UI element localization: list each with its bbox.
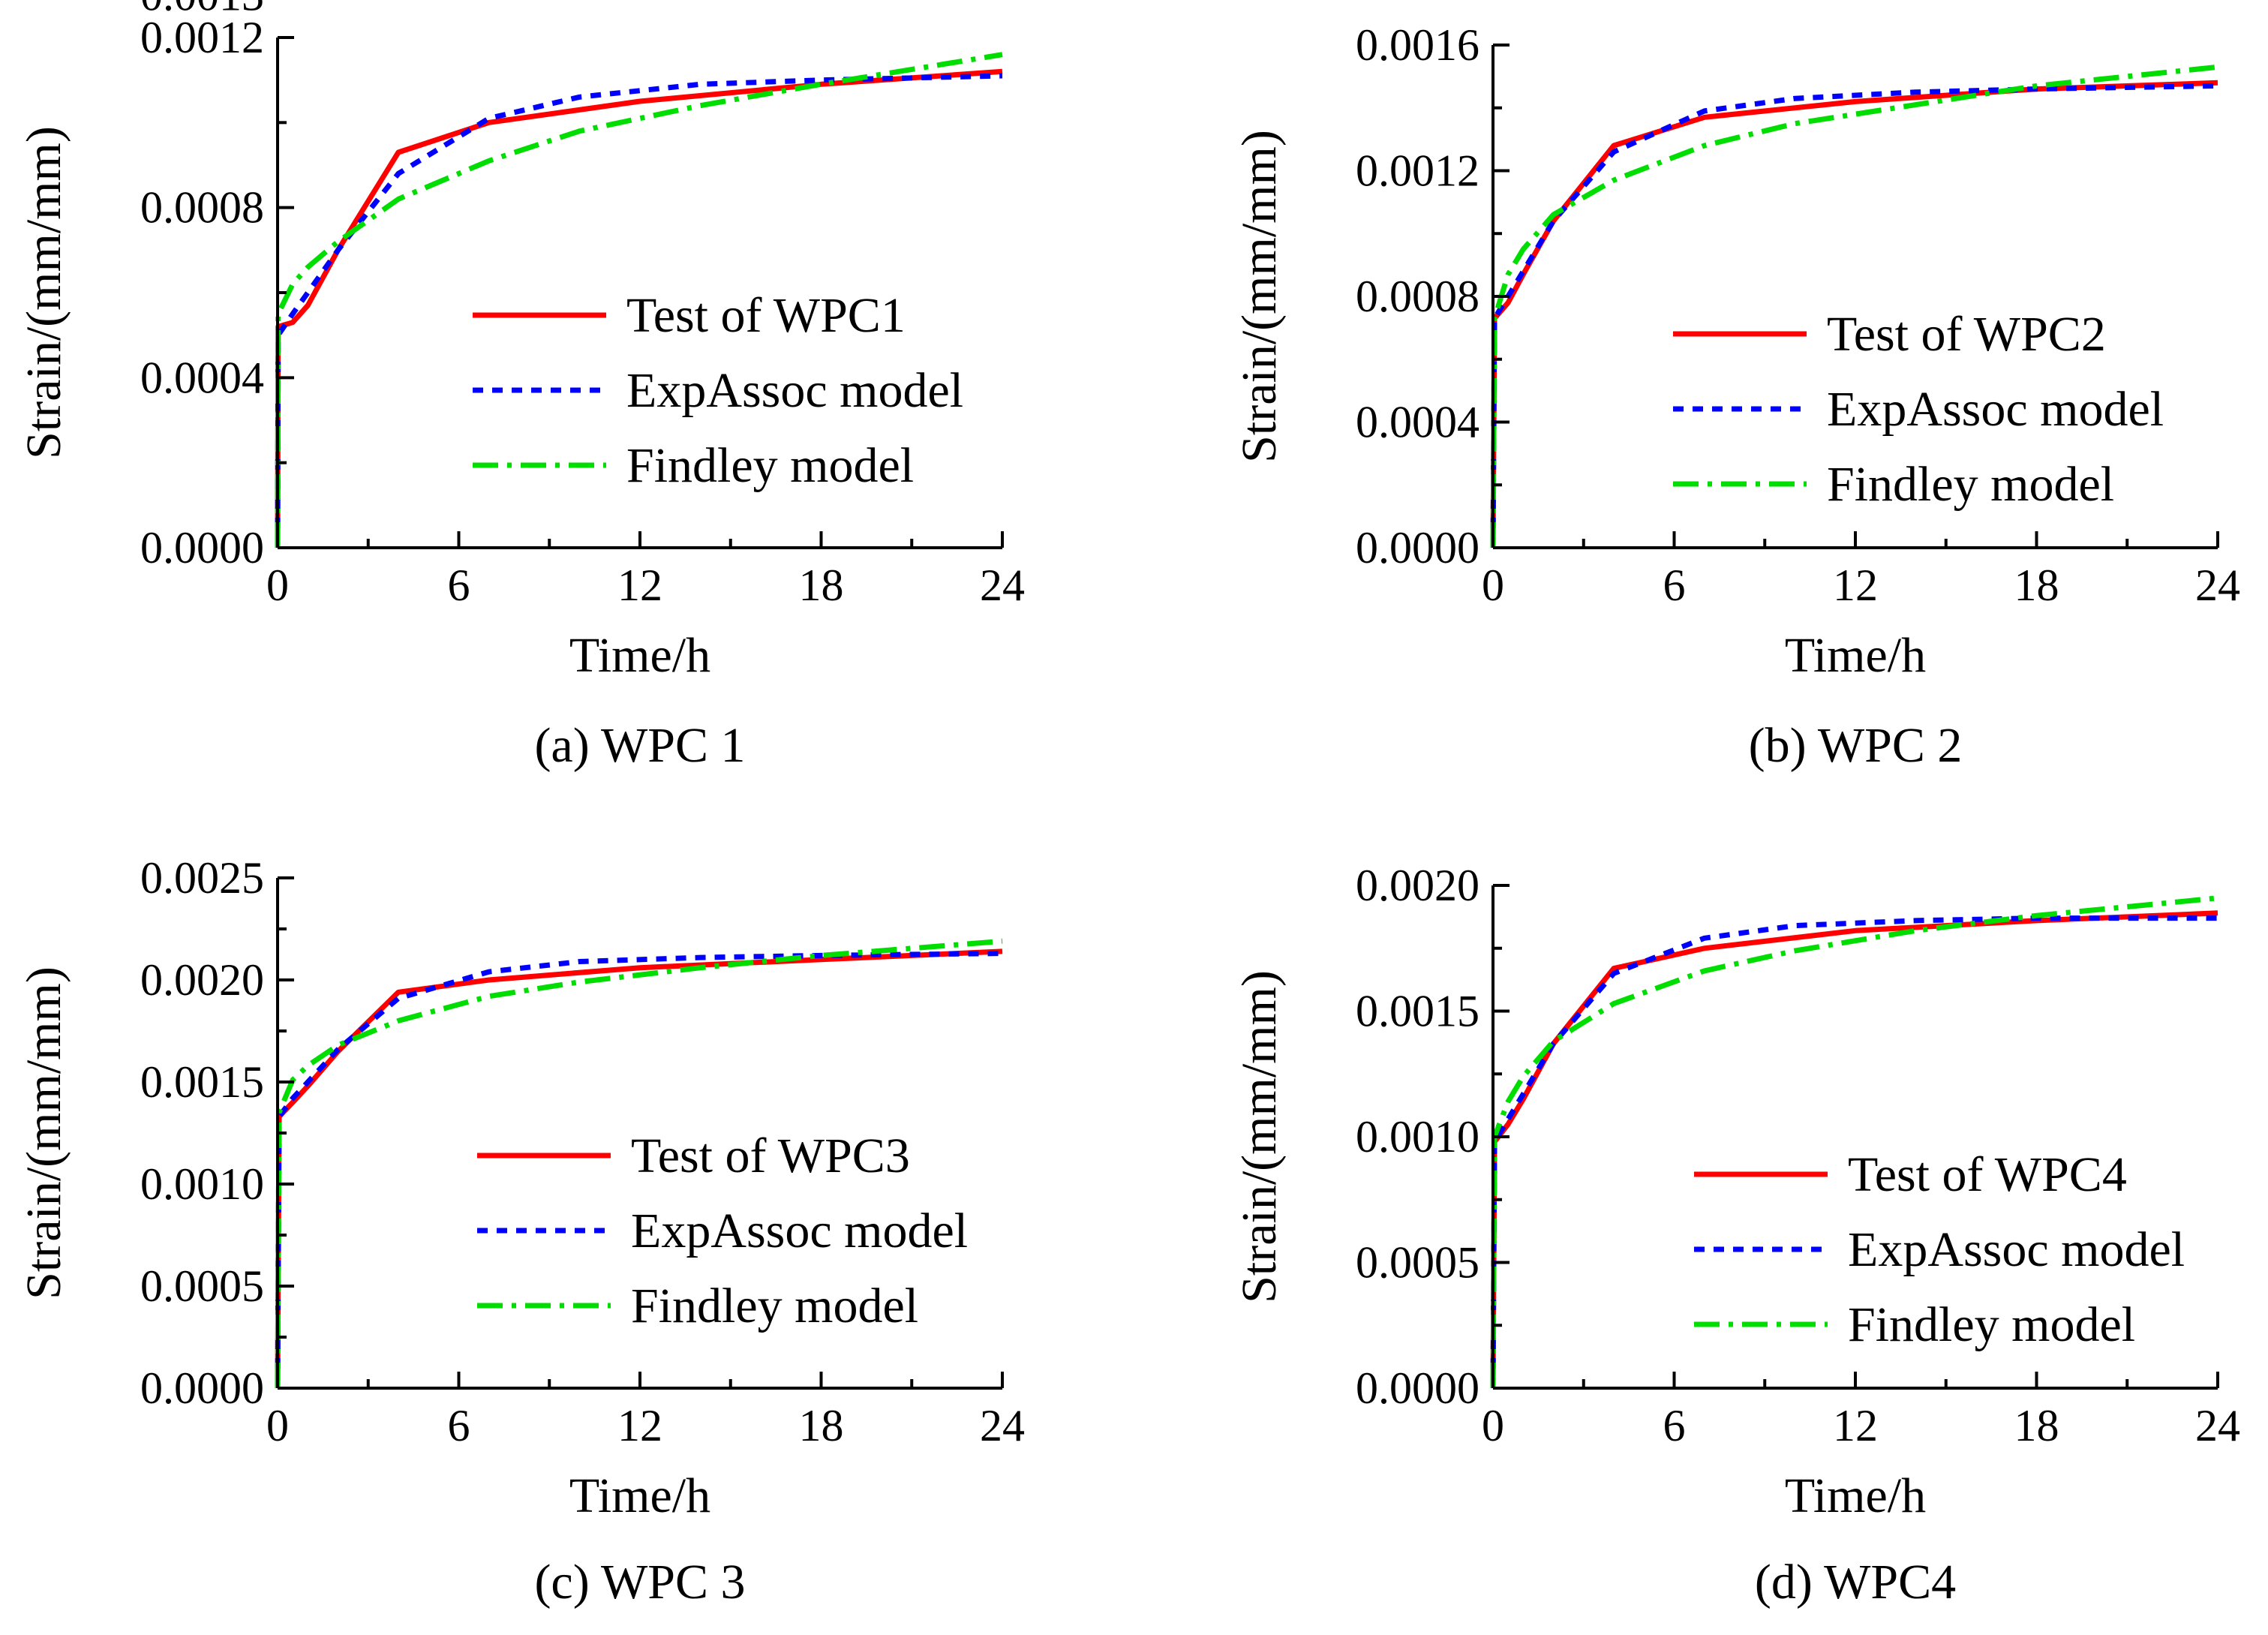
- x-tick-label: 24: [2195, 1401, 2240, 1450]
- y-tick-label: 0.0008: [140, 183, 264, 233]
- y-tick-label: 0.0010: [1356, 1112, 1479, 1162]
- x-tick-label: 12: [1833, 1401, 1878, 1450]
- y-tick-label: 0.0012: [140, 13, 264, 62]
- y-tick-label: 0.0020: [1356, 861, 1479, 910]
- y-tick-label: 0.0013: [140, 0, 264, 20]
- x-tick-label: 12: [617, 1401, 662, 1450]
- series-group: [1490, 895, 2218, 1389]
- series-line-0: [275, 68, 1003, 549]
- y-tick-label: 0.0000: [1356, 1363, 1479, 1413]
- x-tick-label: 12: [617, 561, 662, 610]
- y-axis-title: Strain/(mm/mm): [17, 126, 71, 459]
- legend: Test of WPC3 ExpAssoc model Findley model: [477, 1129, 968, 1333]
- series-line-1: [275, 951, 1003, 1389]
- panel-b: (b) WPC 2 0 6 12 18 24 0.0000 0.0004 0.0008 0.00…: [1232, 20, 2240, 773]
- legend-label: ExpAssoc model: [1848, 1222, 2185, 1277]
- x-tick-label: 24: [980, 1401, 1025, 1450]
- x-tick-label: 6: [1663, 1401, 1686, 1450]
- y-tick-label: 0.0025: [140, 853, 264, 903]
- x-tick-label: 18: [2014, 1401, 2059, 1450]
- series-group: [275, 52, 1003, 549]
- legend-label: Findley model: [1827, 457, 2114, 512]
- x-tick-label: 24: [2195, 561, 2240, 610]
- x-tick-label: 12: [1833, 561, 1878, 610]
- y-tick-label: 0.0000: [140, 523, 264, 573]
- series-line-1: [1490, 83, 2218, 549]
- y-tick-label: 0.0015: [140, 1057, 264, 1107]
- legend-label: ExpAssoc model: [1827, 382, 2164, 437]
- x-axis-title: Time/h: [1785, 1468, 1926, 1523]
- y-tick-label: 0.0000: [140, 1363, 264, 1413]
- x-tick-label: 18: [799, 561, 844, 610]
- panel-caption: (d) WPC4: [1755, 1555, 1956, 1609]
- y-axis-title: Strain/(mm/mm): [17, 966, 71, 1300]
- series-line-1: [1490, 915, 2218, 1389]
- y-axis-title: Strain/(mm/mm): [1232, 130, 1287, 463]
- y-tick-label: 0.0010: [140, 1159, 264, 1209]
- legend-label: Findley model: [626, 438, 914, 493]
- series-line-2: [275, 938, 1003, 1389]
- x-tick-label: 6: [448, 561, 470, 610]
- series-group: [275, 938, 1003, 1389]
- series-group: [1490, 64, 2218, 549]
- y-tick-label: 0.0004: [140, 353, 264, 402]
- legend-label: Findley model: [1848, 1297, 2135, 1352]
- y-tick-label: 0.0020: [140, 955, 264, 1005]
- legend-label: Test of WPC3: [631, 1129, 910, 1183]
- panel-caption: (c) WPC 3: [534, 1555, 745, 1609]
- x-tick-label: 0: [1482, 561, 1504, 610]
- y-tick-label: 0.0015: [1356, 987, 1479, 1036]
- panel-d: (d) WPC4 0 6 12 18 24 0.0000 0.0005 0.0010 0.001…: [1232, 861, 2240, 1609]
- series-line-1: [275, 73, 1003, 549]
- legend: Test of WPC4 ExpAssoc model Findley model: [1694, 1147, 2185, 1352]
- x-tick-label: 0: [1482, 1401, 1504, 1450]
- y-tick-label: 0.0004: [1356, 398, 1479, 447]
- y-tick-label: 0.0008: [1356, 272, 1479, 321]
- series-line-2: [1490, 895, 2218, 1389]
- x-tick-label: 6: [448, 1401, 470, 1450]
- legend-label: ExpAssoc model: [631, 1204, 968, 1258]
- legend-label: Test of WPC1: [626, 288, 906, 343]
- x-axis-title: Time/h: [1785, 628, 1926, 683]
- x-tick-label: 18: [2014, 561, 2059, 610]
- panel-caption: (b) WPC 2: [1749, 718, 1963, 773]
- x-tick-label: 6: [1663, 561, 1686, 610]
- x-tick-label: 0: [266, 1401, 289, 1450]
- legend-label: Findley model: [631, 1279, 918, 1333]
- x-axis-title: Time/h: [569, 628, 710, 683]
- legend: Test of WPC2 ExpAssoc model Findley model: [1673, 307, 2164, 512]
- panel-a: (a) WPC 1 0 6 12 18 24 0.0000 0.0004 0.0008 0.00…: [17, 0, 1025, 773]
- series-line-2: [275, 52, 1003, 549]
- y-tick-label: 0.0000: [1356, 523, 1479, 573]
- series-line-2: [1490, 64, 2218, 549]
- y-axis-title: Strain/(mm/mm): [1232, 970, 1287, 1303]
- panel-c: (c) WPC 3 0 6 12 18 24 0.0000 0.0005 0.0010 0.00…: [17, 853, 1025, 1609]
- y-tick-label: 0.0005: [1356, 1238, 1479, 1288]
- legend-label: Test of WPC4: [1848, 1147, 2127, 1202]
- x-tick-label: 18: [799, 1401, 844, 1450]
- x-axis-title: Time/h: [569, 1468, 710, 1523]
- panel-caption: (a) WPC 1: [534, 718, 745, 773]
- legend-label: ExpAssoc model: [626, 363, 963, 418]
- legend: Test of WPC1 ExpAssoc model Findley model: [473, 288, 963, 493]
- y-tick-label: 0.0005: [140, 1261, 264, 1311]
- y-tick-label: 0.0016: [1356, 20, 1479, 70]
- y-tick-label: 0.0012: [1356, 146, 1479, 196]
- x-tick-label: 0: [266, 561, 289, 610]
- x-tick-label: 24: [980, 561, 1025, 610]
- legend-label: Test of WPC2: [1827, 307, 2106, 362]
